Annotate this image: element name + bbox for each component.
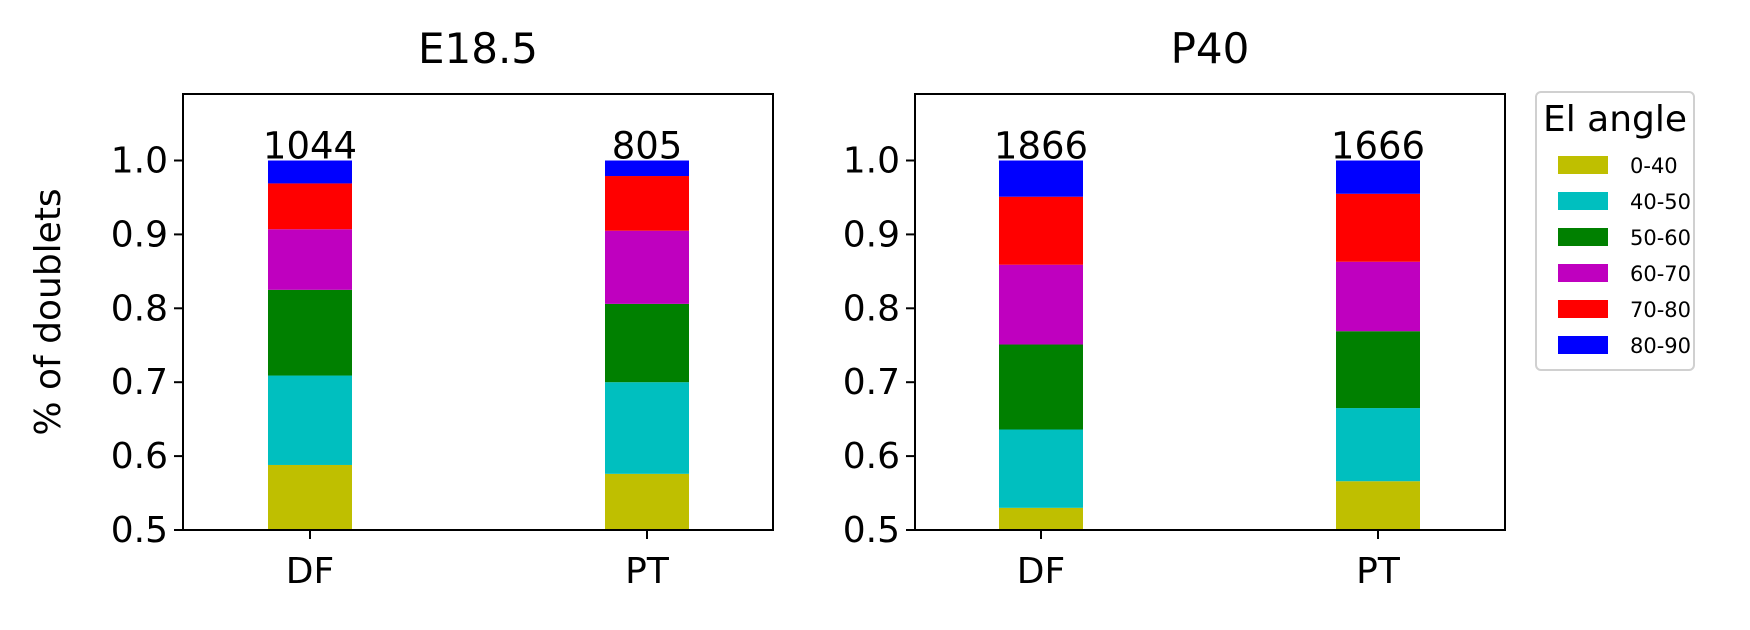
bar-segment-df-60-70: [999, 264, 1083, 345]
legend-label-80-90: 80-90: [1630, 334, 1691, 358]
bar-segment-df-60-70: [268, 229, 352, 290]
y-tick-label: 1.0: [111, 141, 168, 182]
bar-segment-pt-40-50: [1336, 408, 1420, 482]
axes-frame: [914, 93, 1506, 531]
bar-segment-df-80-90: [999, 160, 1083, 197]
count-label-df: 1866: [994, 125, 1088, 168]
bar-segment-pt-40-50: [605, 382, 689, 474]
legend: El angle 0-40 40-50 50-60 60-70 70-80 80-90: [1535, 91, 1695, 371]
legend-label-70-80: 70-80: [1630, 298, 1691, 322]
legend-swatch-70-80: [1558, 300, 1608, 318]
legend-swatch-60-70: [1558, 264, 1608, 282]
bar-segment-df-50-60: [999, 344, 1083, 430]
legend-swatch-40-50: [1558, 192, 1608, 210]
y-axis-label: % of doublets: [28, 188, 69, 435]
bar-segment-pt-50-60: [1336, 331, 1420, 409]
bar-segment-pt-80-90: [605, 160, 689, 177]
y-tick-label: 0.5: [111, 510, 168, 551]
y-tick-label: 0.5: [843, 510, 900, 551]
x-tick-label-df: DF: [1017, 551, 1065, 592]
bar-segment-df-70-80: [268, 183, 352, 230]
bar-segment-df-50-60: [268, 289, 352, 376]
legend-swatch-80-90: [1558, 336, 1608, 354]
panel-df-pt-0: 1044 DF 805 PT 0.5 0.6 0.7 0.8 0.9 1.0 E18.5 % of d…: [28, 24, 774, 592]
y-tick-label: 0.6: [111, 436, 168, 477]
bar-segment-pt-70-80: [1336, 193, 1420, 262]
bar-segment-df-40-50: [999, 429, 1083, 508]
y-tick-label: 0.7: [843, 362, 900, 403]
panel-title: P40: [1171, 24, 1250, 73]
y-tick-label: 0.9: [111, 214, 168, 255]
legend-swatch-50-60: [1558, 228, 1608, 246]
bar-segment-df-80-90: [268, 160, 352, 184]
legend-label-60-70: 60-70: [1630, 262, 1691, 286]
panel-title: E18.5: [418, 24, 538, 73]
legend-swatch-0-40: [1558, 156, 1608, 174]
bar-segment-df-70-80: [999, 196, 1083, 265]
legend-label-50-60: 50-60: [1630, 226, 1691, 250]
y-tick-label: 0.7: [111, 362, 168, 403]
legend-label-40-50: 40-50: [1630, 190, 1691, 214]
count-label-pt: 805: [612, 125, 683, 168]
bar-segment-df-0-40: [268, 464, 352, 530]
x-tick-label-pt: PT: [625, 551, 670, 592]
bar-segment-pt-80-90: [1336, 160, 1420, 194]
bar-segment-df-40-50: [268, 375, 352, 465]
y-tick-label: 0.9: [843, 214, 900, 255]
bar-segment-pt-0-40: [1336, 481, 1420, 530]
y-tick-label: 0.8: [111, 288, 168, 329]
legend-label-0-40: 0-40: [1630, 154, 1678, 178]
axes-frame: [182, 93, 774, 531]
bar-segment-pt-70-80: [605, 176, 689, 231]
bar-segment-pt-50-60: [605, 303, 689, 383]
x-tick-label-df: DF: [286, 551, 334, 592]
bar-segment-pt-0-40: [605, 473, 689, 530]
x-tick-label-pt: PT: [1356, 551, 1401, 592]
panel-df-pt-1: 1866 DF 1666 PT 0.5 0.6 0.7 0.8 0.9 1.0 P40: [843, 24, 1506, 592]
legend-title: El angle: [1543, 99, 1687, 140]
count-label-df: 1044: [263, 125, 357, 168]
count-label-pt: 1666: [1331, 125, 1425, 168]
y-tick-label: 0.8: [843, 288, 900, 329]
y-tick-label: 0.6: [843, 436, 900, 477]
bar-segment-pt-60-70: [605, 230, 689, 304]
bar-segment-df-0-40: [999, 507, 1083, 530]
y-tick-label: 1.0: [843, 141, 900, 182]
bar-segment-pt-60-70: [1336, 261, 1420, 332]
